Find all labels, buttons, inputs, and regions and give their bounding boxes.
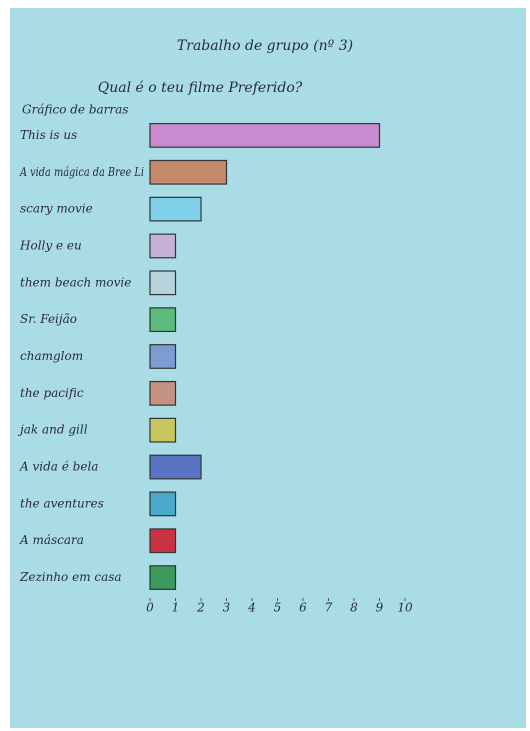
y-tick-label: the pacific (20, 386, 84, 400)
bar (149, 491, 177, 517)
x-tick-label: 1 (172, 601, 180, 615)
bar (149, 196, 202, 222)
x-tick-label: 8 (350, 601, 358, 615)
y-tick-label: scary movie (20, 202, 93, 216)
y-tick-label: jak and gill (17, 423, 88, 437)
bar (149, 380, 177, 406)
chart-label: Gráfico de barras (22, 103, 128, 117)
bar (149, 159, 228, 185)
y-tick-label: A máscara (19, 533, 84, 547)
x-tick-label: 9 (376, 601, 384, 615)
bar (149, 123, 381, 148)
y-tick-label: This is us (20, 128, 77, 142)
y-tick-label: A vida é bela (19, 460, 98, 474)
chart-title: Trabalho de grupo (nº 3) (177, 38, 353, 54)
bar (149, 417, 177, 443)
x-tick-label: 4 (247, 601, 256, 615)
y-tick-label: Holly e eu (19, 238, 82, 252)
x-tick-label: 5 (274, 601, 282, 615)
x-tick-label: 7 (325, 601, 333, 615)
y-tick-label: Sr. Feijão (20, 312, 77, 326)
y-tick-label: chamglom (20, 349, 83, 363)
bar (149, 565, 177, 590)
bar (149, 528, 177, 554)
y-tick-label: the aventures (20, 496, 104, 510)
x-tick-label: 3 (223, 601, 231, 615)
y-tick-label: A vida mágica da Bree Li (19, 165, 144, 179)
x-tick-label: 0 (146, 601, 154, 615)
chart-subtitle: Qual é o teu filme Preferido? (98, 80, 303, 96)
y-tick-label: them beach movie (20, 275, 131, 289)
bar (149, 307, 177, 333)
bar (149, 270, 177, 296)
x-tick-label: 6 (299, 601, 307, 615)
y-tick-label: Zezinho em casa (19, 570, 122, 584)
x-tick-label: 2 (196, 601, 205, 615)
bar (149, 454, 202, 480)
bar (149, 233, 177, 259)
x-tick-label: 10 (397, 601, 413, 615)
bar (149, 344, 177, 369)
